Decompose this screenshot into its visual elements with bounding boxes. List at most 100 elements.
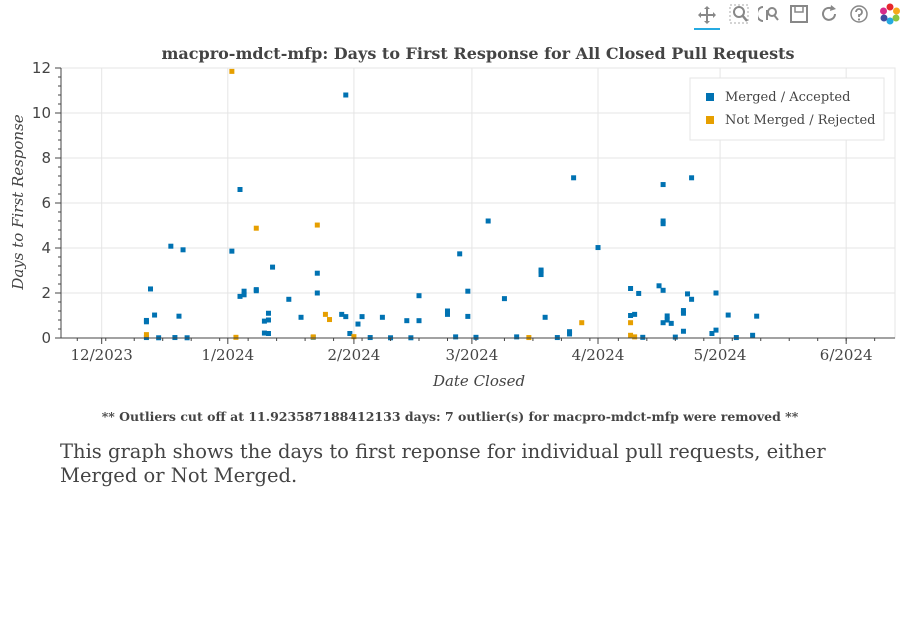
merged-point <box>685 291 691 297</box>
merged-point <box>713 290 719 296</box>
merged-point <box>261 330 267 336</box>
merged-point <box>689 175 695 181</box>
merged-point <box>359 314 365 320</box>
merged-point <box>229 248 235 254</box>
box-zoom-tool-button[interactable] <box>726 2 752 26</box>
merged-point <box>241 288 247 294</box>
merged-point <box>750 332 756 338</box>
not-merged-point <box>327 317 333 323</box>
legend-swatch <box>706 93 714 101</box>
merged-point <box>453 334 459 340</box>
merged-point <box>668 320 674 326</box>
merged-point <box>473 334 479 340</box>
legend-label: Merged / Accepted <box>725 90 850 105</box>
merged-point <box>689 296 695 302</box>
merged-point <box>416 293 422 299</box>
scatter-chart: 12/2023 1/2024 2/2024 3/2024 4/2024 5/2024 6/2… <box>9 44 896 390</box>
merged-point <box>168 243 174 249</box>
box-zoom-tool-icon <box>729 4 749 24</box>
merged-point <box>265 331 271 336</box>
x-axis-label: Date Closed <box>432 372 525 390</box>
y-tick-label: 2 <box>41 284 51 302</box>
y-tick-label: 8 <box>41 149 51 167</box>
merged-point <box>485 218 491 224</box>
merged-point <box>660 287 666 293</box>
not-merged-point <box>579 320 585 326</box>
legend-label: Not Merged / Rejected <box>725 113 875 128</box>
x-tick-label: 5/2024 <box>694 346 747 364</box>
merged-point <box>286 296 292 302</box>
outlier-footnote: ** Outliers cut off at 11.92358718841213… <box>101 409 799 424</box>
merged-point <box>567 329 573 335</box>
merged-point <box>444 311 450 317</box>
merged-point <box>628 286 634 291</box>
help-tool-icon <box>849 4 869 24</box>
not-merged-point <box>314 222 320 228</box>
merged-point <box>542 314 548 320</box>
x-tick-label: 12/2023 <box>71 346 133 364</box>
reset-tool-button[interactable] <box>816 2 842 26</box>
merged-point <box>265 317 271 323</box>
legend: Merged / Accepted Not Merged / Rejected <box>689 77 885 141</box>
y-axis-label: Days to First Response <box>9 114 27 290</box>
merged-point <box>680 308 686 314</box>
merged-point <box>465 313 471 319</box>
merged-point <box>640 334 646 340</box>
merged-point <box>148 286 154 292</box>
y-tick-label: 6 <box>41 194 51 212</box>
pan-tool-button[interactable] <box>694 2 720 30</box>
merged-point <box>709 331 715 336</box>
not-merged-point <box>628 320 634 326</box>
bokeh-logo-icon <box>879 3 900 25</box>
not-merged-point <box>632 334 638 340</box>
merged-point <box>347 331 353 336</box>
merged-point <box>152 312 158 318</box>
merged-point <box>314 270 320 276</box>
merged-point <box>261 318 267 324</box>
data-points <box>143 68 760 341</box>
merged-point <box>253 287 259 293</box>
y-tick-label: 4 <box>41 239 51 257</box>
merged-point <box>571 175 577 181</box>
y-axis: 0 2 4 6 8 10 12 <box>32 59 62 347</box>
merged-point <box>538 272 544 278</box>
merged-point <box>628 313 634 318</box>
merged-point <box>143 317 149 323</box>
merged-point <box>241 292 247 298</box>
merged-point <box>180 247 186 253</box>
x-tick-label: 2/2024 <box>328 346 381 364</box>
merged-point <box>355 321 361 327</box>
not-merged-point <box>310 334 316 340</box>
merged-point <box>514 334 520 340</box>
chart-title: macpro-mdct-mfp: Days to First Response … <box>161 44 794 63</box>
merged-point <box>298 314 304 320</box>
not-merged-point <box>143 332 149 338</box>
help-tool-button[interactable] <box>846 2 872 26</box>
x-tick-label: 4/2024 <box>572 346 625 364</box>
merged-point <box>444 308 450 314</box>
merged-point <box>636 290 642 296</box>
merged-point <box>660 320 666 326</box>
merged-point <box>632 311 638 317</box>
merged-point <box>680 310 686 316</box>
save-tool-button[interactable] <box>786 2 812 26</box>
merged-point <box>664 313 670 319</box>
not-merged-point <box>351 334 357 340</box>
wheel-zoom-tool-button[interactable] <box>756 2 782 26</box>
merged-point <box>339 311 345 317</box>
merged-point <box>416 318 422 324</box>
merged-point <box>237 293 243 299</box>
merged-point <box>404 318 410 324</box>
merged-point <box>656 283 662 289</box>
merged-point <box>343 92 349 98</box>
merged-point <box>660 221 666 227</box>
merged-point <box>680 328 686 334</box>
wheel-zoom-tool-icon <box>758 4 780 24</box>
merged-point <box>237 187 243 192</box>
merged-point <box>538 267 544 273</box>
x-tick-label: 1/2024 <box>201 346 254 364</box>
x-tick-label: 3/2024 <box>446 346 499 364</box>
merged-point <box>343 314 349 320</box>
not-merged-point <box>229 68 235 74</box>
merged-point <box>660 182 666 188</box>
